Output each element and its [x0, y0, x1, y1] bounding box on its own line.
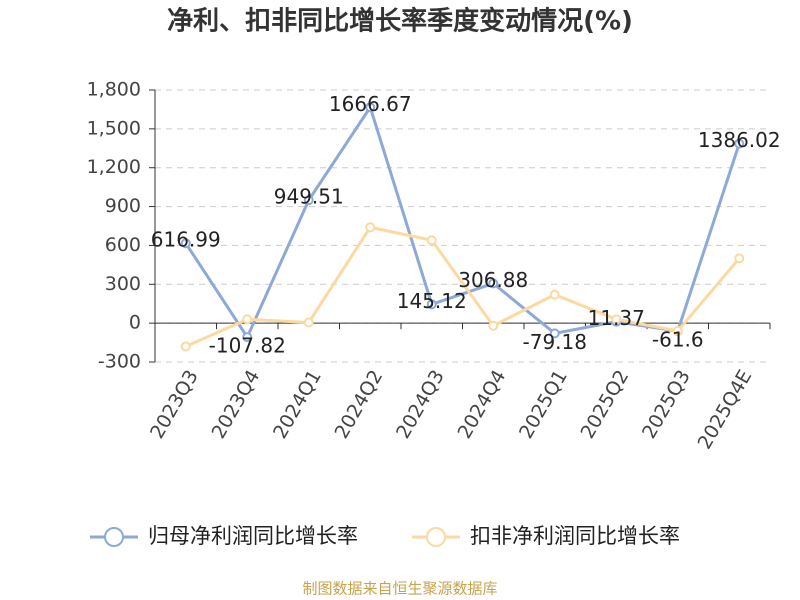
data-label: -79.18: [523, 330, 587, 354]
y-tick-label: -300: [98, 351, 141, 373]
data-point: [488, 278, 499, 289]
data-point: [734, 253, 745, 264]
data-point: [242, 314, 253, 325]
x-tick-label: 2025Q4E: [694, 366, 757, 453]
y-tick-label: 1,200: [87, 156, 141, 178]
legend-marker: [104, 527, 124, 547]
legend-marker: [426, 527, 446, 547]
source-note: 制图数据来自恒生聚源数据库: [302, 580, 497, 598]
data-point: [672, 325, 683, 336]
data-point: [365, 102, 376, 113]
x-tick-label: 2023Q4: [208, 366, 265, 442]
y-tick-label: 600: [105, 234, 141, 256]
data-point: [242, 332, 253, 343]
data-label: 1666.67: [329, 92, 412, 116]
data-point: [426, 299, 437, 310]
y-tick-label: 1,500: [87, 117, 141, 139]
legend-label: 扣非净利润同比增长率: [470, 524, 680, 548]
series-line: [185, 225, 741, 348]
x-tick-label: 2024Q4: [454, 366, 511, 442]
data-label: 145.12: [397, 289, 467, 313]
y-tick-label: 300: [105, 273, 141, 295]
data-point: [549, 328, 560, 339]
data-point: [488, 320, 499, 331]
x-tick-label: 2025Q3: [638, 366, 695, 442]
data-point: [180, 341, 191, 352]
y-tick-label: 0: [129, 312, 141, 334]
data-point: [303, 195, 314, 206]
data-point: [549, 289, 560, 300]
data-point: [426, 235, 437, 246]
data-label: 306.88: [458, 268, 528, 292]
y-tick-label: 900: [105, 195, 141, 217]
data-label: -61.6: [652, 328, 704, 352]
data-label: 616.99: [151, 228, 221, 252]
x-tick-label: 2025Q1: [515, 366, 572, 442]
x-tick-label: 2024Q1: [269, 366, 326, 442]
x-tick-label: 2024Q2: [331, 366, 388, 442]
data-point: [180, 238, 191, 249]
data-point: [303, 317, 314, 328]
data-label: -107.82: [209, 334, 286, 358]
data-label: 11.37: [588, 306, 645, 330]
chart-title: 净利、扣非同比增长率季度变动情况(%): [167, 6, 633, 37]
x-tick-label: 2024Q3: [392, 366, 449, 442]
data-label: 949.51: [274, 185, 344, 209]
x-tick-label: 2023Q3: [146, 366, 203, 442]
legend-label: 归母净利润同比增长率: [148, 524, 358, 548]
data-label: 1386.02: [698, 128, 781, 152]
x-tick-label: 2025Q2: [577, 366, 634, 442]
data-point: [734, 138, 745, 149]
y-tick-label: 1,800: [87, 79, 141, 101]
data-point: [365, 222, 376, 233]
data-point: [611, 314, 622, 325]
